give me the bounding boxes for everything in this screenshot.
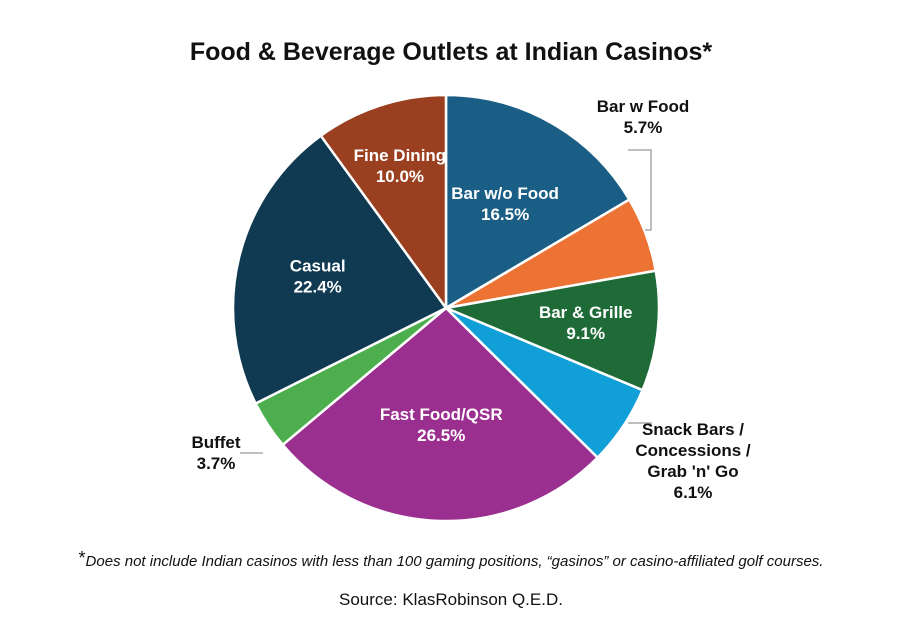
slice-value-casual: 22.4% — [294, 278, 342, 297]
slice-label-bar-grille: Bar & Grille 9.1% — [539, 303, 633, 343]
slice-value-bar-w-o-food: 16.5% — [481, 205, 529, 224]
pie-slice-fast-food-qsr — [281, 306, 599, 523]
leader-line-bar-w-food — [628, 149, 652, 231]
slice-label-bar-w-o-food: Bar w/o Food 16.5% — [451, 184, 559, 224]
slice-label-bar-w-food: Bar w Food 5.7% — [597, 97, 690, 137]
slice-value-fast-food-qsr: 26.5% — [417, 426, 465, 445]
pie-slice-fine-dining — [319, 93, 448, 310]
slice-value-fine-dining: 10.0% — [376, 167, 424, 186]
slice-value-bar-w-food: 5.7% — [624, 118, 663, 137]
slice-label-casual: Casual 22.4% — [290, 257, 346, 297]
slice-label-snack-bars-concessions-grab-n-go: Snack Bars / Concessions / Grab 'n' Go 6.1% — [635, 420, 751, 502]
slice-label-fast-food-qsr: Fast Food/QSR 26.5% — [380, 405, 503, 445]
slice-value-snack-bars-concessions-grab-n-go: 6.1% — [674, 483, 713, 502]
slice-value-buffet: 3.7% — [197, 454, 236, 473]
chart-title: Food & Beverage Outlets at Indian Casino… — [189, 38, 713, 66]
slice-value-bar-grille: 9.1% — [566, 324, 605, 343]
pie-slice-bar-w-o-food — [444, 93, 631, 310]
pie-chart: Bar w/o Food 16.5% Bar w Food 5.7% Bar & Gri… — [191, 93, 751, 523]
footnote-text: Does not include Indian casinos with les… — [85, 553, 824, 570]
slice-label-fine-dining: Fine Dining 10.0% — [354, 146, 447, 186]
slice-label-buffet: Buffet 3.7% — [191, 433, 240, 473]
pie-slice-bar-grille — [444, 269, 661, 392]
source-note: Source: KlasRobinson Q.E.D. — [339, 590, 563, 609]
footnote: *Does not include Indian casinos with le… — [0, 548, 902, 570]
pie-slice-casual — [231, 134, 448, 405]
footnote-marker: * — [78, 548, 86, 568]
